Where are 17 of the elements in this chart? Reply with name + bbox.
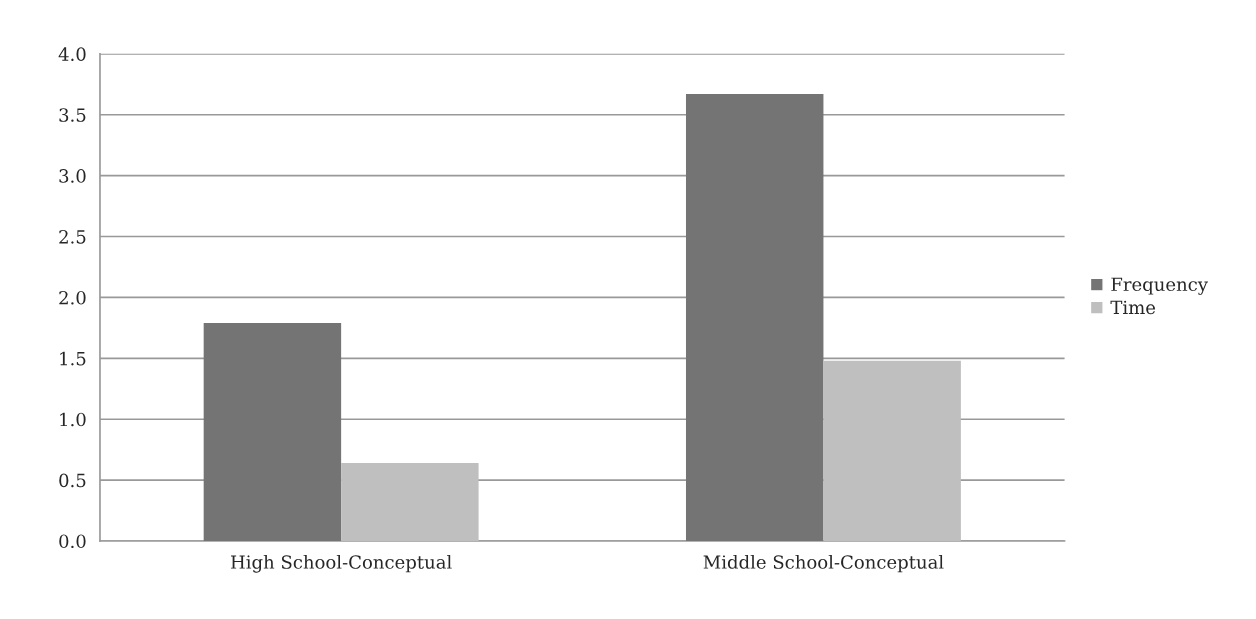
bar: [685, 94, 824, 542]
y-tick-label: 1.5: [60, 351, 86, 366]
y-tick-label: 3.5: [59, 108, 86, 122]
x-tick-label: High School-Conceptual: [230, 554, 452, 573]
y-tick-label: 0.5: [59, 473, 86, 488]
bar: [341, 463, 479, 542]
y-tick-label: 1.0: [60, 412, 86, 427]
y-tick-label: 2.5: [59, 229, 86, 244]
legend-label: Frequency: [1111, 277, 1208, 295]
y-tick-label: 0.0: [59, 534, 86, 549]
bar: [203, 323, 342, 542]
x-tick-label: Middle School-Conceptual: [703, 554, 944, 573]
legend-label: Time: [1110, 300, 1156, 315]
y-tick-label: 2.0: [59, 290, 86, 305]
bar: [823, 360, 961, 542]
y-tick-label: 4.0: [58, 47, 86, 61]
y-tick-label: 3.0: [59, 169, 86, 183]
